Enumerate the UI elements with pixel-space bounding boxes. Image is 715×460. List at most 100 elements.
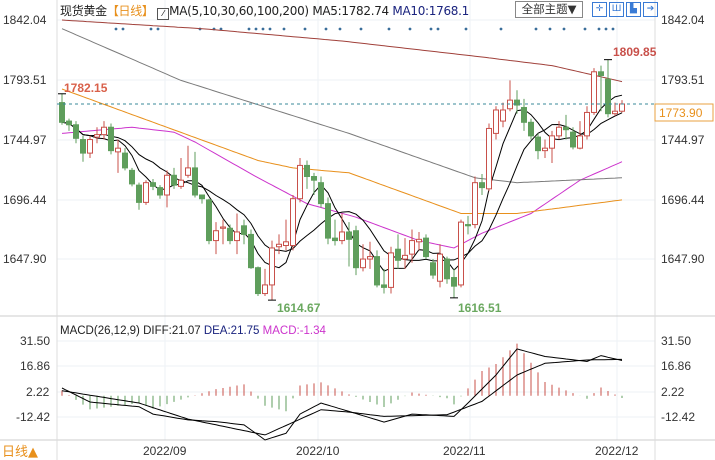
candle-body xyxy=(143,182,149,203)
candle[interactable] xyxy=(423,234,429,260)
candle[interactable] xyxy=(276,234,282,255)
candle[interactable] xyxy=(339,213,345,245)
candle[interactable] xyxy=(409,229,415,263)
candle[interactable] xyxy=(80,135,86,162)
candle[interactable] xyxy=(185,145,191,178)
candle[interactable] xyxy=(465,215,471,235)
candle[interactable] xyxy=(521,98,527,131)
candle[interactable] xyxy=(108,123,114,155)
event-dot xyxy=(219,27,223,31)
candle[interactable] xyxy=(528,118,534,140)
candle[interactable] xyxy=(416,231,422,251)
candle[interactable] xyxy=(178,158,184,189)
ma-settings-icon[interactable]: ⁄ xyxy=(157,8,170,20)
candle[interactable] xyxy=(388,246,394,294)
candles[interactable] xyxy=(58,59,625,301)
candle[interactable] xyxy=(94,127,100,144)
candle-body xyxy=(164,174,170,196)
candle[interactable] xyxy=(542,139,548,159)
candle[interactable] xyxy=(570,127,576,150)
candle[interactable] xyxy=(164,170,170,208)
candle[interactable] xyxy=(227,224,233,245)
candle-body xyxy=(150,182,156,187)
candle[interactable] xyxy=(479,174,485,195)
candle[interactable] xyxy=(395,234,401,269)
candle[interactable] xyxy=(220,219,226,245)
candle[interactable] xyxy=(129,167,135,187)
candle[interactable] xyxy=(290,194,296,251)
candle[interactable] xyxy=(605,59,611,118)
candle[interactable] xyxy=(353,225,359,276)
candle-body xyxy=(178,179,184,187)
zoom-in-icon[interactable]: Ш xyxy=(609,2,624,17)
candle[interactable] xyxy=(192,151,198,198)
candle[interactable] xyxy=(171,167,177,189)
candle[interactable] xyxy=(514,90,520,114)
candle[interactable] xyxy=(199,194,205,204)
candle[interactable] xyxy=(157,185,163,199)
crosshair-icon[interactable]: ✛ xyxy=(592,2,607,17)
candle[interactable] xyxy=(332,219,338,246)
candle[interactable] xyxy=(73,121,79,144)
candle[interactable] xyxy=(318,176,324,208)
candle[interactable] xyxy=(206,198,212,245)
candle[interactable] xyxy=(136,182,142,210)
candle[interactable] xyxy=(311,172,317,195)
candle[interactable] xyxy=(283,219,289,251)
candle[interactable] xyxy=(451,268,457,298)
candle[interactable] xyxy=(150,178,156,191)
candle[interactable] xyxy=(59,93,65,125)
candle[interactable] xyxy=(241,219,247,245)
candle[interactable] xyxy=(360,244,366,272)
candle[interactable] xyxy=(549,130,555,163)
candle[interactable] xyxy=(493,106,499,140)
candle[interactable] xyxy=(458,219,464,288)
candle[interactable] xyxy=(143,180,149,205)
candle[interactable] xyxy=(402,238,408,269)
candle[interactable] xyxy=(556,121,562,140)
theme-select-button[interactable]: 全部主题▼ xyxy=(515,1,583,18)
candle[interactable] xyxy=(255,266,261,297)
candle[interactable] xyxy=(213,222,219,255)
candle[interactable] xyxy=(122,148,128,171)
period-label[interactable]: 【日线】 xyxy=(106,4,154,18)
candle[interactable] xyxy=(619,100,625,113)
exit-icon[interactable]: ➔ xyxy=(643,2,658,17)
candle[interactable] xyxy=(598,65,604,112)
candle[interactable] xyxy=(430,259,436,279)
candle[interactable] xyxy=(248,229,254,269)
candle[interactable] xyxy=(87,135,93,159)
candle[interactable] xyxy=(444,256,450,284)
candle[interactable] xyxy=(297,158,303,203)
candle-body xyxy=(283,241,289,247)
candle[interactable] xyxy=(367,241,373,269)
candle[interactable] xyxy=(374,250,380,288)
candle[interactable] xyxy=(325,197,331,245)
candle[interactable] xyxy=(269,240,275,301)
candle[interactable] xyxy=(486,123,492,192)
candle[interactable] xyxy=(304,160,310,189)
candle[interactable] xyxy=(507,80,513,112)
candle[interactable] xyxy=(577,121,583,150)
candle[interactable] xyxy=(500,102,506,128)
candle[interactable] xyxy=(346,222,352,267)
date-tick: 2022/10 xyxy=(296,444,340,458)
candle[interactable] xyxy=(381,268,387,294)
candle[interactable] xyxy=(234,213,240,255)
candle-body xyxy=(528,121,534,137)
candle[interactable] xyxy=(563,114,569,140)
candle[interactable] xyxy=(262,268,268,297)
candle[interactable] xyxy=(591,68,597,115)
candle[interactable] xyxy=(115,139,121,173)
period-switch-button[interactable]: 日线▲ xyxy=(2,445,38,460)
candle[interactable] xyxy=(437,244,443,288)
candle-body xyxy=(339,231,345,242)
zoom-out-icon[interactable]: ▙ xyxy=(626,2,641,17)
candle[interactable] xyxy=(101,121,107,140)
event-dot xyxy=(261,27,265,31)
candle[interactable] xyxy=(66,118,72,131)
candle[interactable] xyxy=(584,106,590,140)
candle[interactable] xyxy=(535,133,541,160)
candle[interactable] xyxy=(472,176,478,229)
